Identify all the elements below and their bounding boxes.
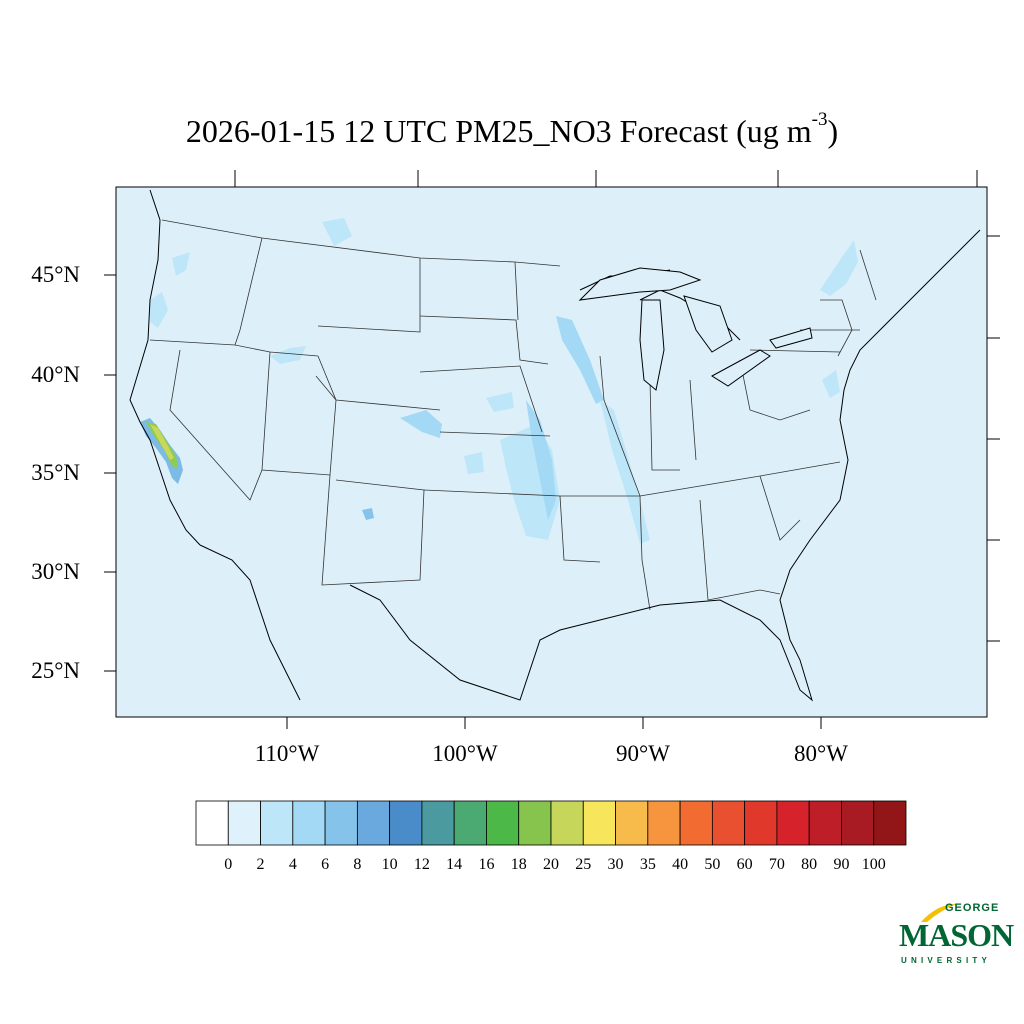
- colorbar-label: 80: [801, 856, 818, 873]
- plume-nebraska: [486, 392, 514, 412]
- logo-swoosh-icon: [921, 904, 957, 922]
- title-close: ): [827, 113, 839, 149]
- colorbar-label: 16: [478, 856, 495, 873]
- colorbar-swatch: [873, 800, 907, 846]
- colorbar-swatch: [711, 800, 746, 846]
- lake-huron: [683, 295, 733, 353]
- plume-montana: [322, 218, 352, 246]
- colorbar-swatch: [324, 800, 358, 846]
- colorbar-label: 30: [607, 856, 624, 873]
- map-title: 2026-01-15 12 UTC PM25_NO3 Forecast (ug …: [0, 109, 1024, 150]
- colorbar-swatch: [518, 800, 552, 846]
- colorbar-swatch: [744, 800, 778, 846]
- plume-california-yellow: [150, 424, 174, 460]
- colorbar-label: 90: [833, 856, 850, 873]
- colorbar-swatch: [647, 800, 681, 846]
- colorbar-label: 10: [381, 856, 398, 873]
- lon-label-110: 110°W: [254, 741, 320, 766]
- colorbar-swatch: [582, 800, 616, 846]
- colorbar-swatch: [615, 800, 649, 846]
- colorbar-swatch: [356, 800, 391, 846]
- plume-colorado: [400, 410, 442, 438]
- axis-ticks: [104, 170, 1000, 729]
- plume-new-england: [820, 240, 858, 296]
- lon-label-90: 90°W: [616, 741, 670, 766]
- colorbar-swatch: [421, 800, 455, 846]
- lat-label-35: 35°N: [31, 460, 80, 485]
- logo-george: GEORGE: [945, 902, 1000, 914]
- coastline: [129, 189, 981, 702]
- colorbar-label: 40: [672, 856, 689, 873]
- lake-ontario: [769, 327, 813, 349]
- plume-idaho: [270, 346, 306, 364]
- lon-label-80: 80°W: [794, 741, 848, 766]
- colorbar-swatch: [292, 800, 326, 846]
- colorbar-label: 8: [353, 856, 362, 873]
- colorbar-label: 0: [224, 856, 233, 873]
- colorbar-label: 12: [413, 856, 430, 873]
- colorbar-swatch: [486, 800, 520, 846]
- colorbar-swatch: [841, 800, 875, 846]
- colorbar-swatch: [776, 800, 810, 846]
- colorbar-label: 25: [575, 856, 592, 873]
- plume-missouri-river: [526, 400, 556, 520]
- plume-oregon: [150, 292, 168, 328]
- colorbar-swatch: [679, 800, 713, 846]
- lake-michigan: [639, 299, 665, 391]
- logo-mason: MASON: [899, 917, 1014, 953]
- colorbar-swatch: [453, 800, 487, 846]
- colorbar-swatch: [227, 800, 261, 846]
- colorbar-label: 70: [768, 856, 785, 873]
- colorbar: [195, 800, 907, 846]
- lat-label-25: 25°N: [31, 658, 80, 683]
- plume-texas: [464, 452, 484, 474]
- colorbar-swatch: [195, 800, 229, 846]
- great-lakes: [578, 267, 813, 391]
- lake-erie: [711, 349, 771, 387]
- concentration-plumes: [140, 218, 858, 544]
- colorbar-swatch: [808, 800, 842, 846]
- colorbar-label: 60: [736, 856, 753, 873]
- plume-new-mexico: [362, 508, 374, 520]
- plume-mid-atlantic: [822, 370, 840, 398]
- plume-california-valley: [140, 418, 183, 484]
- colorbar-swatch: [550, 800, 584, 846]
- colorbar-label: 4: [288, 856, 297, 873]
- colorbar-label: 14: [446, 856, 463, 873]
- title-text: 2026-01-15 12 UTC PM25_NO3 Forecast (ug …: [185, 113, 812, 149]
- lat-label-40: 40°N: [31, 362, 80, 387]
- plume-iowa-minnesota: [556, 316, 604, 404]
- logo-university: UNIVERSITY: [901, 956, 992, 965]
- colorbar-label: 6: [321, 856, 330, 873]
- lat-label-30: 30°N: [31, 559, 80, 584]
- title-exponent: -3: [811, 109, 828, 130]
- colorbar-label: 2: [256, 856, 265, 873]
- plume-illinois: [600, 400, 650, 544]
- lake-superior: [578, 267, 702, 301]
- colorbar-swatch: [389, 800, 423, 846]
- state-borders: [149, 219, 877, 611]
- plume-washington: [172, 252, 190, 276]
- colorbar-label: 18: [510, 856, 527, 873]
- colorbar-label: 50: [704, 856, 721, 873]
- lon-label-100: 100°W: [432, 741, 498, 766]
- colorbar-label: 100: [861, 856, 886, 873]
- colorbar-label: 20: [543, 856, 559, 873]
- colorbar-swatch: [260, 800, 294, 846]
- colorbar-label: 35: [639, 856, 656, 873]
- george-mason-logo: GEORGE MASON UNIVERSITY: [897, 902, 1014, 972]
- lat-label-45: 45°N: [31, 262, 80, 287]
